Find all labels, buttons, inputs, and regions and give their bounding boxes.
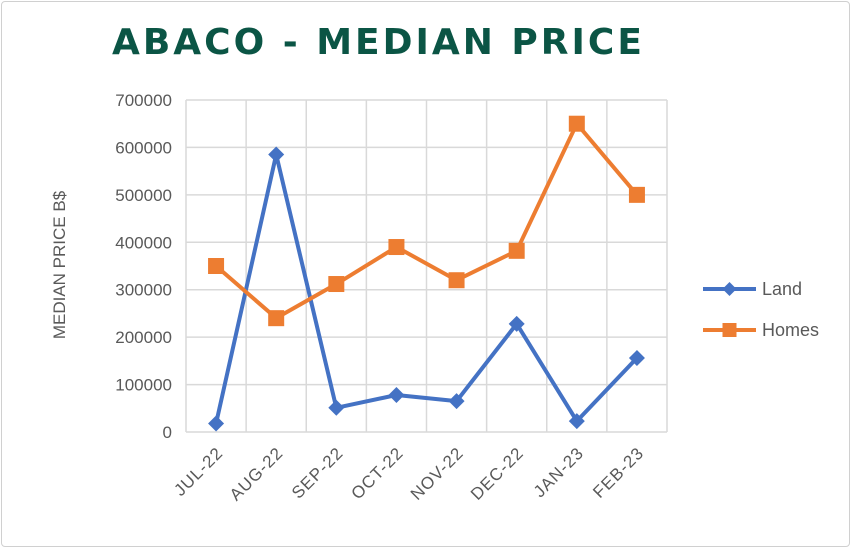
x-tick-label: AUG-22	[226, 443, 287, 504]
data-point-land	[328, 399, 345, 416]
y-tick-label: 200000	[115, 328, 172, 347]
data-point-homes	[208, 258, 225, 274]
data-point-land	[208, 415, 225, 432]
data-point-homes	[628, 186, 645, 203]
legend-label-land: Land	[762, 279, 802, 299]
series-line-homes	[214, 121, 639, 321]
data-point-land	[568, 413, 585, 430]
x-tick-label: DEC-22	[467, 443, 527, 503]
data-point-land	[388, 387, 405, 404]
x-tick-label: JAN-23	[530, 443, 588, 501]
data-point-homes	[388, 239, 405, 256]
legend-label-homes: Homes	[762, 320, 819, 340]
legend-marker-square-icon	[722, 323, 737, 337]
data-point-homes	[568, 115, 585, 132]
y-tick-label: 600000	[115, 138, 172, 157]
y-tick-label: 400000	[115, 233, 172, 252]
y-tick-label: 0	[163, 423, 172, 442]
data-point-land	[508, 315, 525, 332]
series-line-land	[214, 152, 639, 424]
y-tick-label: 700000	[115, 91, 172, 110]
chart-title: ABACO - MEDIAN PRICE	[112, 22, 645, 63]
data-point-homes	[328, 276, 345, 293]
x-tick-label: FEB-23	[589, 443, 647, 501]
y-tick-label: 100000	[115, 376, 172, 395]
data-point-land	[628, 350, 645, 367]
x-tick-label: NOV-22	[407, 443, 467, 503]
data-point-homes	[448, 272, 465, 289]
y-tick-label: 300000	[115, 281, 172, 300]
data-point-homes	[268, 310, 285, 327]
x-tick-label: JUL-22	[170, 443, 226, 499]
x-tick-label: OCT-22	[347, 443, 407, 503]
data-point-land	[268, 146, 285, 163]
legend-marker-diamond-icon	[722, 282, 737, 296]
data-point-land	[448, 393, 465, 410]
x-tick-label: SEP-22	[288, 443, 347, 502]
y-tick-label: 500000	[115, 186, 172, 205]
data-point-homes	[508, 242, 525, 259]
